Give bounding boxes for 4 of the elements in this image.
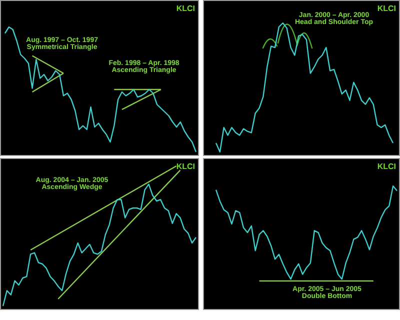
chart-title: KLCI [377,4,396,13]
chart-title: KLCI [176,162,195,171]
chart-title: KLCI [176,4,195,13]
chart-title: KLCI [377,162,396,171]
